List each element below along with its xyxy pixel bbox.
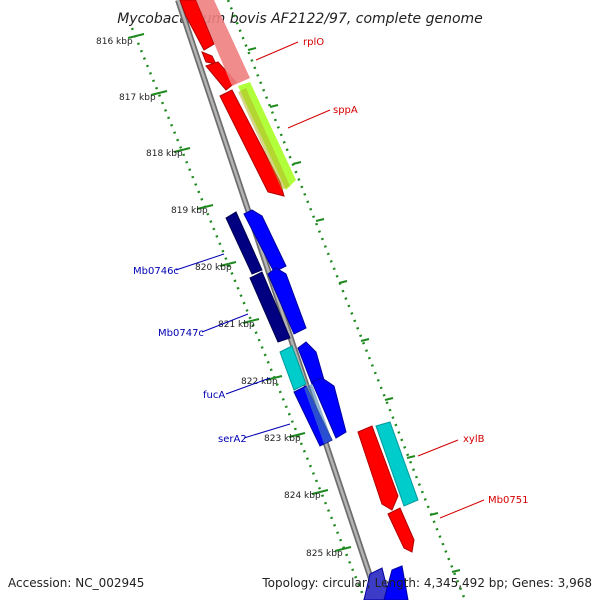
gene-label-xylB: xylB xyxy=(463,434,485,445)
reverse-cds-arrow xyxy=(311,377,347,439)
kbp-label: 820 kbp xyxy=(195,263,232,273)
gene-labels: rplO sppA xylB Mb0751 Mb0746c Mb0747c fu… xyxy=(133,37,528,506)
kbp-tick-mark xyxy=(265,375,283,381)
kbp-label: 818 kbp xyxy=(146,149,183,159)
gene-label-sppA: sppA xyxy=(333,105,358,116)
reverse-cds-arrow xyxy=(383,565,409,600)
kbp-tick-mark xyxy=(173,147,191,153)
kbp-tick-mark xyxy=(219,261,237,267)
gene-label-Mb0747c: Mb0747c xyxy=(158,328,204,339)
reverse-cds-arrow xyxy=(363,567,391,600)
kbp-tick-mark xyxy=(196,204,214,210)
reverse-strand-features xyxy=(225,209,409,600)
kbp-tick-mark xyxy=(334,546,352,552)
forward-strand-features xyxy=(179,0,419,553)
forward-cds-arrow xyxy=(357,425,399,511)
reverse-cds-arrow xyxy=(267,267,307,335)
gene-label-Mb0746c: Mb0746c xyxy=(133,266,179,277)
xylB-cyan-feature xyxy=(375,421,419,507)
accession-label: Accession: NC_002945 xyxy=(8,576,144,590)
kbp-label: 821 kbp xyxy=(218,320,255,330)
topology-label: Topology: circular; Length: 4,345,492 bp… xyxy=(261,576,592,590)
fucA-cyan-feature xyxy=(279,345,307,391)
steelblue-overlap-band xyxy=(304,384,332,444)
kbp-label: 825 kbp xyxy=(306,549,343,559)
kbp-tick-mark xyxy=(288,432,306,438)
left-tick-ruler xyxy=(127,27,367,600)
reverse-cds-arrow xyxy=(243,209,287,273)
kbp-label: 824 kbp xyxy=(284,491,321,501)
gene-label-fucA: fucA xyxy=(203,390,225,401)
kbp-tick-mark xyxy=(242,318,260,324)
kbp-label: 823 kbp xyxy=(264,434,301,444)
gene-label-serA2: serA2 xyxy=(218,434,247,445)
genome-backbone xyxy=(175,0,381,600)
map-title: Mycobacterium bovis AF2122/97, complete … xyxy=(117,11,483,27)
right-tick-ruler xyxy=(226,0,467,600)
forward-cds-arrow xyxy=(179,0,215,51)
gene-label-rplO: rplO xyxy=(303,37,324,48)
kbp-label: 817 kbp xyxy=(119,93,156,103)
forward-cds-arrow xyxy=(201,51,217,65)
kbp-label: 819 kbp xyxy=(171,206,208,216)
kbp-tick-mark xyxy=(311,489,329,495)
reverse-cds-arrow xyxy=(225,211,263,275)
salmon-feature-band xyxy=(196,0,250,86)
reverse-cds-arrow xyxy=(249,271,291,343)
gene-label-Mb0751: Mb0751 xyxy=(488,495,528,506)
kbp-label: 816 kbp xyxy=(96,37,133,47)
kbp-tick-mark xyxy=(150,90,168,96)
reverse-cds-arrow xyxy=(297,341,325,385)
kbp-tick-mark xyxy=(127,33,145,39)
olive-overlap-band xyxy=(238,88,290,190)
gene-leader-lines xyxy=(175,41,485,519)
forward-cds-arrow xyxy=(387,507,415,553)
